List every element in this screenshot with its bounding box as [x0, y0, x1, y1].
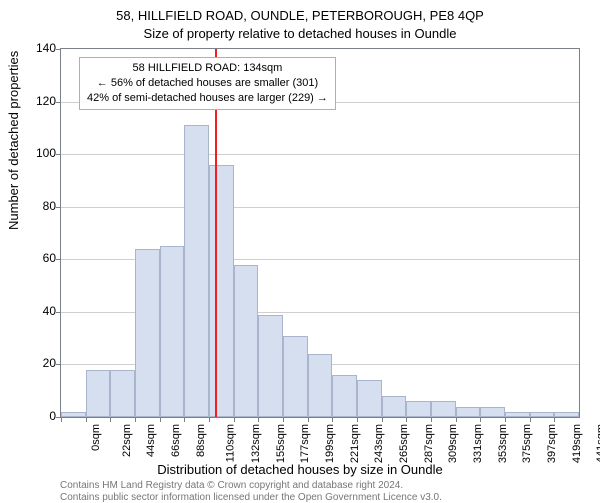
xtick-label: 243sqm: [373, 424, 385, 463]
x-axis-label: Distribution of detached houses by size …: [0, 462, 600, 477]
xtick-label: 353sqm: [497, 424, 509, 463]
xtick-mark: [554, 417, 555, 422]
xtick-label: 309sqm: [447, 424, 459, 463]
xtick-mark: [530, 417, 531, 422]
page-title-line1: 58, HILLFIELD ROAD, OUNDLE, PETERBOROUGH…: [0, 8, 600, 23]
histogram-bar: [258, 315, 283, 418]
annotation-box: 58 HILLFIELD ROAD: 134sqm ← 56% of detac…: [79, 57, 336, 110]
xtick-label: 397sqm: [546, 424, 558, 463]
xtick-mark: [61, 417, 62, 422]
xtick-label: 132sqm: [250, 424, 262, 463]
ytick-mark: [56, 102, 61, 103]
histogram-bar: [357, 380, 382, 417]
ytick-label: 40: [16, 304, 56, 318]
xtick-mark: [308, 417, 309, 422]
xtick-mark: [480, 417, 481, 422]
xtick-mark: [382, 417, 383, 422]
ytick-label: 140: [16, 41, 56, 55]
ytick-mark: [56, 259, 61, 260]
histogram-bar: [554, 412, 579, 417]
ytick-label: 0: [16, 409, 56, 423]
histogram-bar: [283, 336, 308, 417]
xtick-label: 44sqm: [145, 424, 157, 457]
ytick-mark: [56, 154, 61, 155]
histogram-bar: [332, 375, 357, 417]
histogram-bar: [160, 246, 185, 417]
xtick-label: 88sqm: [195, 424, 207, 457]
ytick-label: 100: [16, 146, 56, 160]
histogram-bar: [530, 412, 555, 417]
gridline-h: [61, 154, 579, 155]
histogram-bar: [480, 407, 505, 418]
xtick-mark: [110, 417, 111, 422]
xtick-label: 66sqm: [170, 424, 182, 457]
gridline-h: [61, 207, 579, 208]
xtick-label: 177sqm: [299, 424, 311, 463]
annotation-line3: 42% of semi-detached houses are larger (…: [87, 91, 328, 106]
xtick-mark: [258, 417, 259, 422]
histogram-bar: [505, 412, 530, 417]
histogram-bar: [234, 265, 259, 417]
xtick-label: 441sqm: [595, 424, 600, 463]
ytick-label: 20: [16, 356, 56, 370]
xtick-mark: [456, 417, 457, 422]
xtick-label: 199sqm: [324, 424, 336, 463]
histogram-bar: [209, 165, 234, 417]
annotation-line2: ← 56% of detached houses are smaller (30…: [87, 76, 328, 91]
xtick-mark: [406, 417, 407, 422]
ytick-mark: [56, 207, 61, 208]
histogram-bar: [456, 407, 481, 418]
xtick-mark: [135, 417, 136, 422]
ytick-label: 60: [16, 251, 56, 265]
ytick-label: 120: [16, 94, 56, 108]
histogram-bar: [431, 401, 456, 417]
xtick-mark: [86, 417, 87, 422]
annotation-line1: 58 HILLFIELD ROAD: 134sqm: [87, 61, 328, 76]
ytick-mark: [56, 364, 61, 365]
histogram-bar: [86, 370, 111, 417]
histogram-bar: [382, 396, 407, 417]
xtick-label: 155sqm: [275, 424, 287, 463]
footer-line2: Contains public sector information licen…: [60, 492, 442, 503]
xtick-mark: [431, 417, 432, 422]
xtick-label: 110sqm: [225, 424, 237, 462]
histogram-bar: [135, 249, 160, 417]
xtick-label: 22sqm: [121, 424, 133, 457]
xtick-mark: [357, 417, 358, 422]
histogram-bar: [184, 125, 209, 417]
histogram-bar: [308, 354, 333, 417]
xtick-label: 331sqm: [472, 424, 484, 463]
xtick-mark: [184, 417, 185, 422]
ytick-mark: [56, 49, 61, 50]
xtick-mark: [209, 417, 210, 422]
ytick-label: 80: [16, 199, 56, 213]
xtick-mark: [505, 417, 506, 422]
xtick-label: 0sqm: [90, 424, 102, 451]
xtick-label: 287sqm: [423, 424, 435, 463]
xtick-label: 419sqm: [571, 424, 583, 463]
histogram-bar: [61, 412, 86, 417]
histogram-bar: [110, 370, 135, 417]
xtick-mark: [234, 417, 235, 422]
xtick-label: 221sqm: [349, 424, 361, 463]
chart-plot-area: 58 HILLFIELD ROAD: 134sqm ← 56% of detac…: [60, 48, 580, 418]
xtick-mark: [283, 417, 284, 422]
ytick-mark: [56, 312, 61, 313]
xtick-mark: [160, 417, 161, 422]
footer-line1: Contains HM Land Registry data © Crown c…: [60, 480, 403, 491]
xtick-mark: [332, 417, 333, 422]
histogram-bar: [406, 401, 431, 417]
xtick-label: 265sqm: [398, 424, 410, 463]
xtick-label: 375sqm: [521, 424, 533, 463]
page-title-line2: Size of property relative to detached ho…: [0, 26, 600, 41]
